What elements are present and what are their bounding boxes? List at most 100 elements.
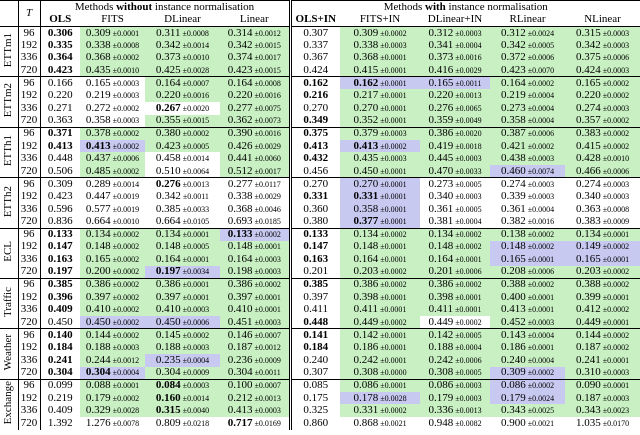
metric-std: ±0.0001: [380, 78, 407, 88]
value-cell: 0.164 ±0.0003: [220, 253, 291, 266]
metric-std: ±0.0013: [182, 179, 210, 189]
value-cell: 0.086 ±0.0001: [340, 378, 421, 392]
horizon: 336: [20, 102, 38, 114]
metric-std: ±0.0011: [455, 78, 482, 88]
value-cell: 0.163: [288, 253, 341, 266]
metric-std: ±0.0003: [112, 91, 140, 101]
metric-value: 0.133: [227, 228, 253, 241]
value-cell: 0.162 ±0.0001: [340, 76, 421, 90]
metric-std: ±0.0001: [112, 381, 140, 391]
metric-value: 0.421: [500, 139, 526, 152]
metric-value: 0.349: [303, 114, 329, 127]
metric-std: ±0.0001: [455, 292, 482, 302]
metric-std: ±0.0001: [380, 254, 407, 264]
metric-std: ±0.0003: [455, 192, 482, 202]
t-header: T: [18, 0, 41, 27]
metric-std: ±0.0005: [455, 368, 482, 378]
metric-value: 0.197: [155, 265, 181, 278]
horizon-cell: 96: [18, 76, 41, 90]
metric-std: ±0.0001: [380, 355, 407, 365]
value-cell: 0.273 ±0.0004: [490, 102, 566, 115]
value-cell: 0.342 ±0.0014: [145, 39, 220, 52]
metric-value: 0.340: [575, 190, 601, 203]
metric-value: 0.397: [227, 290, 253, 303]
metric-std: ±0.0002: [527, 242, 555, 252]
metric-value: 0.314: [227, 26, 253, 39]
metric-std: ±0.0002: [527, 368, 555, 378]
metric-value: 0.219: [47, 391, 73, 404]
metric-std: ±0.0005: [527, 40, 555, 50]
horizon: 336: [20, 253, 38, 265]
value-cell: 0.331 ±0.0001: [340, 190, 421, 203]
value-cell: 0.361 ±0.0005: [420, 203, 490, 216]
value-cell: 0.086 ±0.0003: [420, 378, 491, 392]
metric-std: ±0.0073: [254, 116, 281, 126]
metric-std: ±0.0040: [182, 406, 210, 416]
value-cell: 0.304 ±0.0004: [80, 366, 145, 380]
metric-value: 0.165: [575, 253, 601, 265]
metric-std: ±0.0013: [254, 393, 281, 403]
metric-std: ±0.0004: [455, 343, 482, 353]
metric-value: 0.435: [85, 64, 111, 76]
metric-value: 0.438: [500, 152, 526, 165]
metric-value: 0.398: [353, 290, 379, 303]
value-cell: 0.424: [288, 64, 341, 77]
horizon: 720: [20, 64, 38, 76]
value-cell: 0.809 ±0.0218: [145, 417, 220, 430]
value-cell: 0.349: [288, 114, 341, 128]
value-cell: 0.274 ±0.0003: [565, 177, 640, 191]
metric-value: 0.148: [227, 240, 253, 253]
metric-value: 0.375: [303, 127, 329, 140]
metric-value: 0.449: [353, 316, 379, 328]
metric-value: 0.449: [428, 316, 454, 328]
metric-value: 0.200: [85, 265, 111, 278]
column-header: FITS+IN: [340, 14, 420, 27]
value-cell: 0.307: [288, 26, 341, 40]
header-text: Methods: [74, 0, 114, 13]
metric-value: 0.342: [500, 39, 526, 51]
metric-value: 0.413: [227, 404, 253, 417]
table-row: ETTm2 96 0.166 0.165 ±0.0003 0.164 ±0.0007 0.16…: [0, 76, 640, 128]
value-cell: 0.412 ±0.0002: [565, 303, 640, 317]
metric-value: 0.450: [353, 165, 379, 177]
metric-value: 0.235: [155, 353, 181, 366]
metric-std: ±0.0001: [254, 242, 281, 252]
metric-std: ±0.0001: [455, 305, 482, 315]
table-row: Weather 96 0.140 0.144 ±0.0002 0.145 ±0.0002 0.…: [0, 328, 640, 380]
metric-value: 0.164: [155, 76, 181, 89]
metric-value: 0.270: [303, 102, 329, 114]
value-cell: 0.413 ±0.0002: [80, 139, 145, 153]
metric-value: 0.188: [428, 341, 454, 354]
value-cell: 0.244 ±0.0012: [80, 353, 145, 367]
value-cell: 0.165 ±0.0011: [420, 76, 491, 90]
table-row: 192 0.219 0.179 ±0.0002 0.160 ±0.0014 0.212 ±0.…: [0, 391, 640, 405]
value-cell: 0.138 ±0.0002: [490, 227, 566, 241]
value-cell: 0.368 ±0.0046: [220, 203, 290, 216]
metric-value: 0.413: [353, 139, 379, 152]
metric-value: 0.388: [575, 278, 601, 291]
value-cell: 0.413 ±0.0001: [490, 303, 566, 317]
value-cell: 0.336 ±0.0013: [420, 404, 491, 417]
metric-std: ±0.0012: [254, 343, 281, 353]
metric-value: 0.134: [155, 228, 181, 241]
metric-std: ±0.0002: [602, 116, 630, 126]
value-cell: 0.134 ±0.0002: [340, 227, 421, 241]
metric-std: ±0.0016: [182, 91, 210, 101]
table-row: ECL 96 0.133 0.134 ±0.0002 0.134 ±0.0001 0.133 ±…: [0, 227, 640, 279]
column-header: FITS: [80, 14, 145, 27]
metric-std: ±0.0002: [527, 78, 555, 88]
metric-value: 0.164: [227, 76, 253, 89]
column-name: RLinear: [509, 13, 546, 26]
value-cell: 0.315 ±0.0040: [145, 404, 220, 417]
metric-value: 0.236: [227, 353, 253, 366]
metric-value: 0.188: [155, 341, 181, 354]
value-cell: 0.212 ±0.0013: [220, 391, 291, 405]
table-row: 192 0.396 0.397 ±0.0002 0.397 ±0.0001 0.397 ±0.…: [0, 290, 640, 304]
metric-std: ±0.0002: [602, 78, 630, 88]
value-cell: 0.398 ±0.0001: [340, 290, 421, 304]
metric-std: ±0.0001: [380, 65, 407, 75]
metric-value: 0.142: [353, 328, 379, 341]
metric-value: 0.309: [500, 366, 526, 379]
metric-value: 0.335: [47, 39, 73, 51]
metric-value: 0.447: [85, 190, 111, 203]
